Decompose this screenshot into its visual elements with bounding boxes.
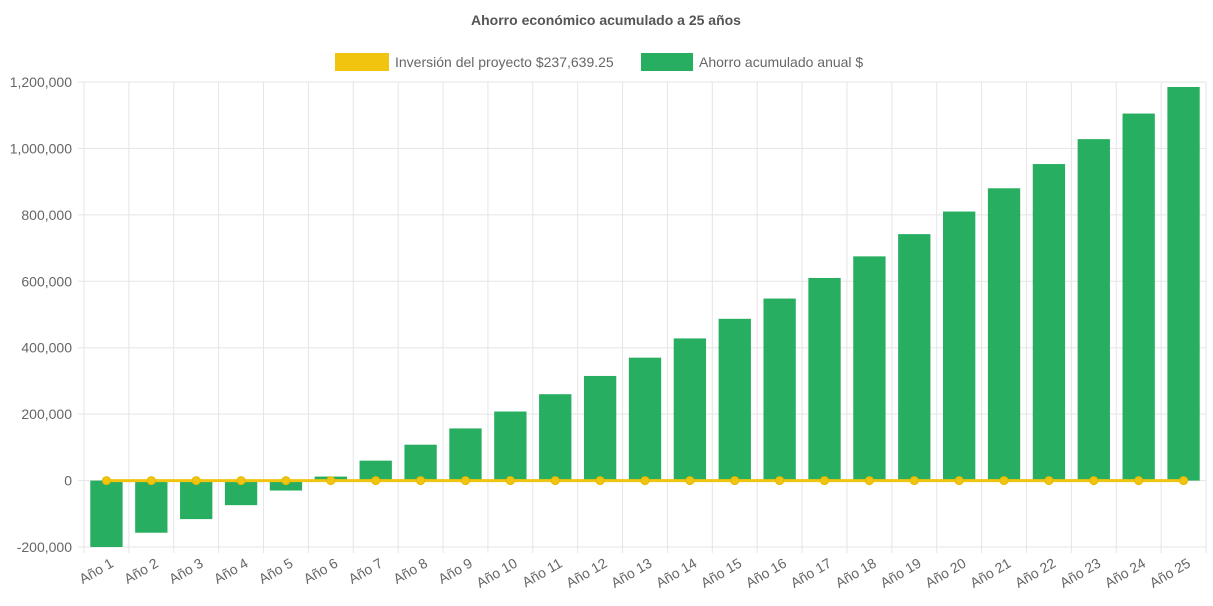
point-investment [820, 476, 830, 486]
grid [78, 81, 1207, 553]
bar-savings [943, 211, 976, 481]
x-tick-label: Año 11 [519, 555, 565, 591]
point-investment [864, 476, 874, 486]
x-tick-label: Año 2 [121, 555, 161, 587]
x-tick-label: Año 7 [346, 555, 386, 587]
point-investment [775, 476, 785, 486]
bar-savings [1077, 139, 1110, 481]
bar-savings [404, 444, 437, 481]
bar-savings [494, 411, 527, 481]
bar-savings [987, 188, 1021, 481]
point-investment [954, 476, 964, 486]
point-investment [1134, 476, 1144, 486]
x-tick-label: Año 23 [1057, 555, 1104, 591]
point-investment [730, 476, 740, 486]
point-investment [236, 476, 246, 486]
y-tick-label: 400,000 [21, 340, 72, 356]
point-investment [101, 476, 111, 486]
bar-savings [673, 338, 707, 481]
bar-savings [180, 480, 213, 520]
y-axis-ticks: 1,200,000 1,000,000 800,000 600,000 400,000 2… [10, 74, 73, 555]
bar-savings [539, 394, 572, 481]
x-tick-label: Año 16 [743, 555, 790, 591]
legend-swatch-investment [335, 53, 389, 71]
point-investment [371, 476, 381, 486]
bar-savings [359, 460, 392, 481]
bar-savings [583, 375, 617, 481]
point-investment [416, 476, 426, 486]
point-investment [1089, 476, 1099, 486]
x-tick-label: Año 22 [1012, 555, 1059, 591]
x-tick-label: Año 21 [967, 555, 1014, 591]
y-tick-label: 0 [64, 473, 72, 489]
y-tick-label: 600,000 [21, 273, 72, 289]
legend-label-investment: Inversión del proyecto $237,639.25 [395, 54, 614, 70]
legend-swatch-savings [641, 53, 693, 71]
legend-item-investment[interactable]: Inversión del proyecto $237,639.25 [335, 53, 614, 71]
x-tick-label: Año 19 [877, 555, 924, 591]
x-tick-label: Año 3 [166, 555, 206, 587]
bar-savings [763, 298, 796, 481]
y-tick-label: 800,000 [21, 207, 72, 223]
x-tick-label: Año 4 [211, 555, 251, 587]
investment-line [101, 476, 1189, 486]
bar-savings [1122, 113, 1155, 481]
bar-savings [449, 428, 482, 481]
x-tick-label: Año 20 [922, 555, 969, 591]
point-investment [460, 476, 470, 486]
x-tick-label: Año 9 [435, 555, 475, 587]
x-tick-label: Año 6 [301, 555, 341, 587]
x-tick-label: Año 24 [1102, 555, 1149, 591]
point-investment [1179, 476, 1189, 486]
x-tick-label: Año 1 [76, 555, 116, 587]
bar-savings [269, 480, 303, 491]
x-tick-label: Año 13 [608, 555, 655, 591]
point-investment [191, 476, 201, 486]
y-tick-label: 1,200,000 [10, 74, 72, 90]
bar-savings [718, 318, 751, 481]
x-tick-label: Año 5 [256, 555, 296, 587]
x-tick-label: Año 18 [832, 555, 879, 591]
point-investment [505, 476, 515, 486]
point-investment [326, 476, 336, 486]
chart-title: Ahorro económico acumulado a 25 años [471, 12, 741, 28]
y-tick-label: -200,000 [17, 539, 72, 555]
bar-savings [90, 480, 123, 547]
y-tick-label: 200,000 [21, 406, 72, 422]
bar-savings [808, 277, 841, 481]
x-tick-label: Año 8 [390, 555, 430, 587]
point-investment [999, 476, 1009, 486]
point-investment [550, 476, 560, 486]
point-investment [909, 476, 919, 486]
bars [90, 86, 1200, 547]
x-tick-label: Año 17 [788, 555, 835, 591]
bar-savings [135, 480, 168, 533]
bar-savings [853, 256, 886, 481]
point-investment [1044, 476, 1054, 486]
y-tick-label: 1,000,000 [10, 140, 72, 156]
bar-savings [1032, 164, 1066, 481]
x-tick-label: Año 12 [563, 555, 610, 591]
x-axis-ticks: Año 1 Año 2 Año 3 Año 4 Año 5 Año 6 Año 7 Año 8… [76, 555, 1193, 591]
legend: Inversión del proyecto $237,639.25 Ahorr… [335, 53, 863, 71]
legend-label-savings: Ahorro acumulado anual $ [699, 54, 863, 70]
x-tick-label: Año 14 [653, 555, 700, 591]
bar-savings [628, 357, 662, 481]
point-investment [595, 476, 605, 486]
point-investment [640, 476, 650, 486]
legend-item-savings[interactable]: Ahorro acumulado anual $ [641, 53, 863, 71]
bar-savings [898, 234, 931, 481]
bar-savings [1167, 86, 1200, 481]
x-tick-label: Año 10 [473, 555, 520, 591]
point-investment [146, 476, 156, 486]
point-investment [685, 476, 695, 486]
point-investment [281, 476, 291, 486]
x-tick-label: Año 15 [698, 555, 745, 591]
x-tick-label: Año 25 [1147, 555, 1194, 591]
